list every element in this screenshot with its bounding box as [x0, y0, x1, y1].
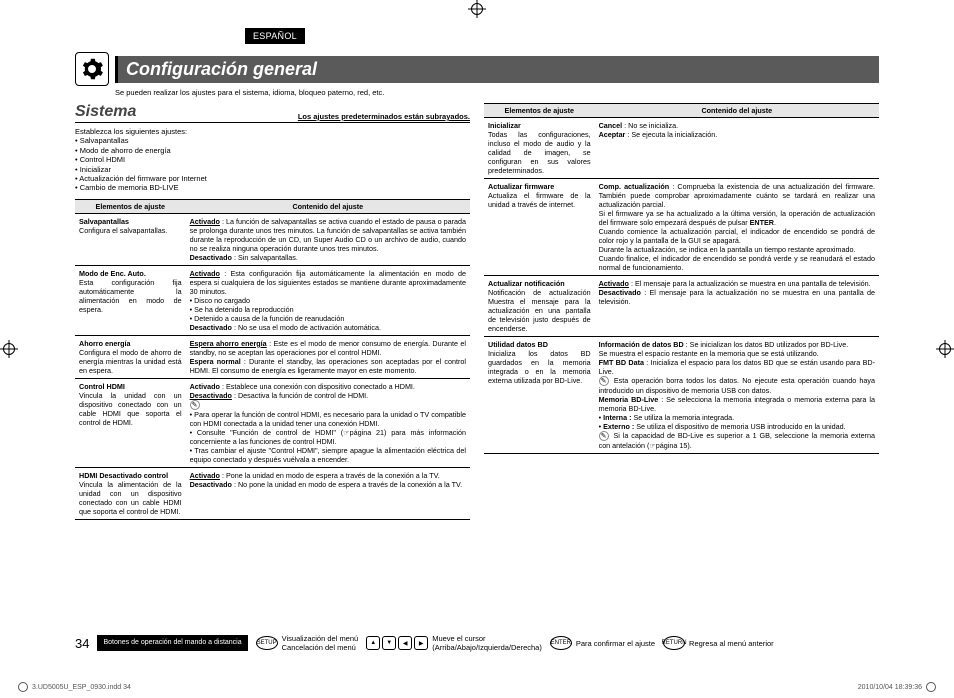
footer-cursor: ▲ ▼ ◀ ▶ Mueve el cursor(Arriba/Abajo/Izq…	[366, 634, 542, 652]
footer-enter: ENTER Para confirmar el ajuste	[550, 636, 655, 650]
footer-setup: SETUP Visualización del menúCancelación …	[256, 634, 359, 652]
section-title: Sistema	[75, 103, 136, 121]
section-note: Los ajustes predeterminados están subray…	[298, 112, 470, 121]
page-number: 34	[75, 636, 89, 651]
right-column: Elementos de ajuste Contenido del ajuste…	[484, 103, 879, 520]
enter-icon: ENTER	[550, 636, 572, 650]
header: Configuración general	[75, 52, 879, 86]
footer-return: RETURN Regresa al menú anterior	[663, 636, 774, 650]
gear-icon	[75, 52, 109, 86]
arrow-down-icon: ▼	[382, 636, 396, 650]
page-subtitle: Se pueden realizar los ajustes para el s…	[115, 88, 879, 97]
left-column: Sistema Los ajustes predeterminados está…	[75, 103, 470, 520]
language-tag: ESPAÑOL	[245, 28, 305, 44]
intro-block: Establezca los siguientes ajustes: Salva…	[75, 127, 470, 193]
imprint: 3.UD5005U_ESP_0930.indd 34 2010/10/04 18…	[18, 682, 936, 692]
setup-icon: SETUP	[256, 636, 278, 650]
page-title: Configuración general	[115, 56, 879, 83]
arrow-left-icon: ◀	[398, 636, 412, 650]
remote-label: Botones de operación del mando a distanc…	[97, 635, 247, 651]
settings-table-left: Elementos de ajuste Contenido del ajuste…	[75, 199, 470, 520]
settings-table-right: Elementos de ajuste Contenido del ajuste…	[484, 103, 879, 454]
arrow-right-icon: ▶	[414, 636, 428, 650]
arrow-up-icon: ▲	[366, 636, 380, 650]
return-icon: RETURN	[663, 636, 685, 650]
footer: 34 Botones de operación del mando a dist…	[75, 634, 879, 652]
page-content: ESPAÑOL Configuración general Se pueden …	[75, 28, 879, 520]
